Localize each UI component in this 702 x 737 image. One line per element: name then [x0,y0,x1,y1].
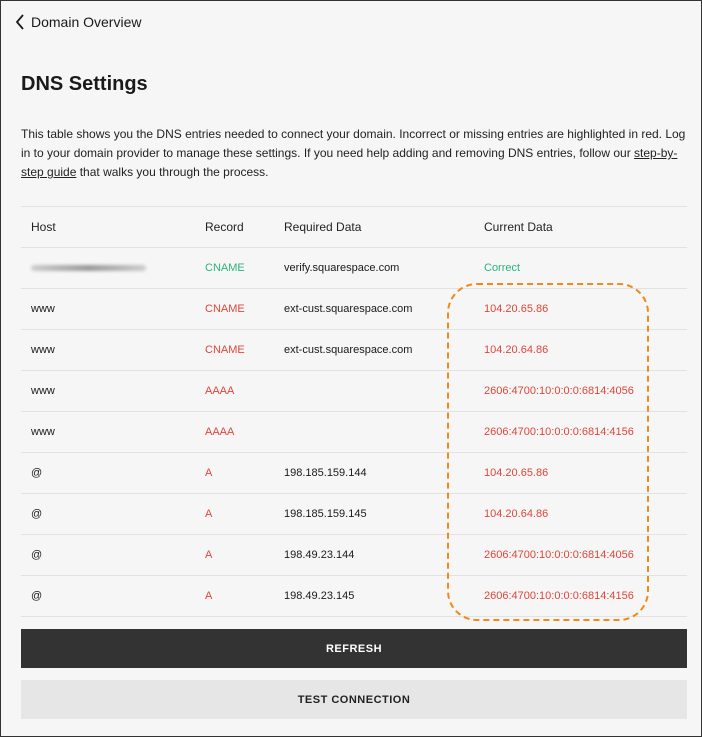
header-record: Record [205,220,244,234]
record-type: AAAA [205,426,235,438]
table-row: @ A 198.185.159.144 104.20.65.86 [21,453,687,494]
current-data: 104.20.65.86 [484,303,549,315]
record-type: CNAME [205,344,245,356]
record-type: A [205,467,213,479]
current-data: 2606:4700:10:0:0:0:6814:4156 [484,590,634,602]
test-connection-button[interactable]: TEST CONNECTION [21,680,687,719]
table-row: www AAAA 2606:4700:10:0:0:0:6814:4156 [21,412,687,453]
current-data: 104.20.65.86 [484,467,549,479]
record-type: A [205,549,213,561]
table-row: www AAAA 2606:4700:10:0:0:0:6814:4056 [21,371,687,412]
table-row: @ A 198.49.23.144 2606:4700:10:0:0:0:6814:4… [21,535,687,576]
record-type: CNAME [205,303,245,315]
table-header: Host Record Required Data Current Data [21,207,687,248]
table-row: www CNAME ext-cust.squarespace.com 104.20.6… [21,330,687,371]
required-data: ext-cust.squarespace.com [284,344,413,356]
host: @ [31,508,43,520]
back-label: Domain Overview [31,14,142,30]
description: This table shows you the DNS entries nee… [21,127,686,179]
required-data: verify.squarespace.com [284,262,400,274]
host: www [31,385,55,397]
refresh-button[interactable]: REFRESH [21,629,687,668]
record-type: AAAA [205,385,235,397]
required-data: 198.49.23.145 [284,590,355,602]
header-required-data: Required Data [284,220,362,234]
table-row: @ A 198.185.159.145 104.20.64.86 [21,494,687,535]
header-host: Host [31,220,56,234]
current-data: 2606:4700:10:0:0:0:6814:4056 [484,549,634,561]
table-row: CNAME verify.squarespace.com Correct [21,248,687,289]
record-type: A [205,590,213,602]
host: www [31,303,55,315]
dns-table: Host Record Required Data Current Data C… [21,206,687,617]
table-row: @ A 198.49.23.145 2606:4700:10:0:0:0:6814:4… [21,576,687,617]
record-type: CNAME [205,262,245,274]
current-data: 2606:4700:10:0:0:0:6814:4156 [484,426,634,438]
current-data: 2606:4700:10:0:0:0:6814:4056 [484,385,634,397]
current-data: 104.20.64.86 [484,508,549,520]
required-data: 198.185.159.144 [284,467,367,479]
host: @ [31,590,43,602]
required-data: 198.185.159.145 [284,508,367,520]
host: www [31,426,55,438]
current-data: 104.20.64.86 [484,344,549,356]
table-row: www CNAME ext-cust.squarespace.com 104.20.6… [21,289,687,330]
host: @ [31,467,43,479]
host: www [31,344,55,356]
page-title: DNS Settings [21,73,148,95]
host: @ [31,549,43,561]
back-to-domain-overview[interactable]: Domain Overview [15,14,141,30]
chevron-left-icon [15,14,24,30]
required-data: 198.49.23.144 [284,549,355,561]
step-by-step-guide-link[interactable]: step-by-step guide [21,146,678,179]
redacted-host [31,265,146,271]
header-current-data: Current Data [484,220,553,234]
current-data: Correct [484,262,521,274]
record-type: A [205,508,213,520]
required-data: ext-cust.squarespace.com [284,303,413,315]
